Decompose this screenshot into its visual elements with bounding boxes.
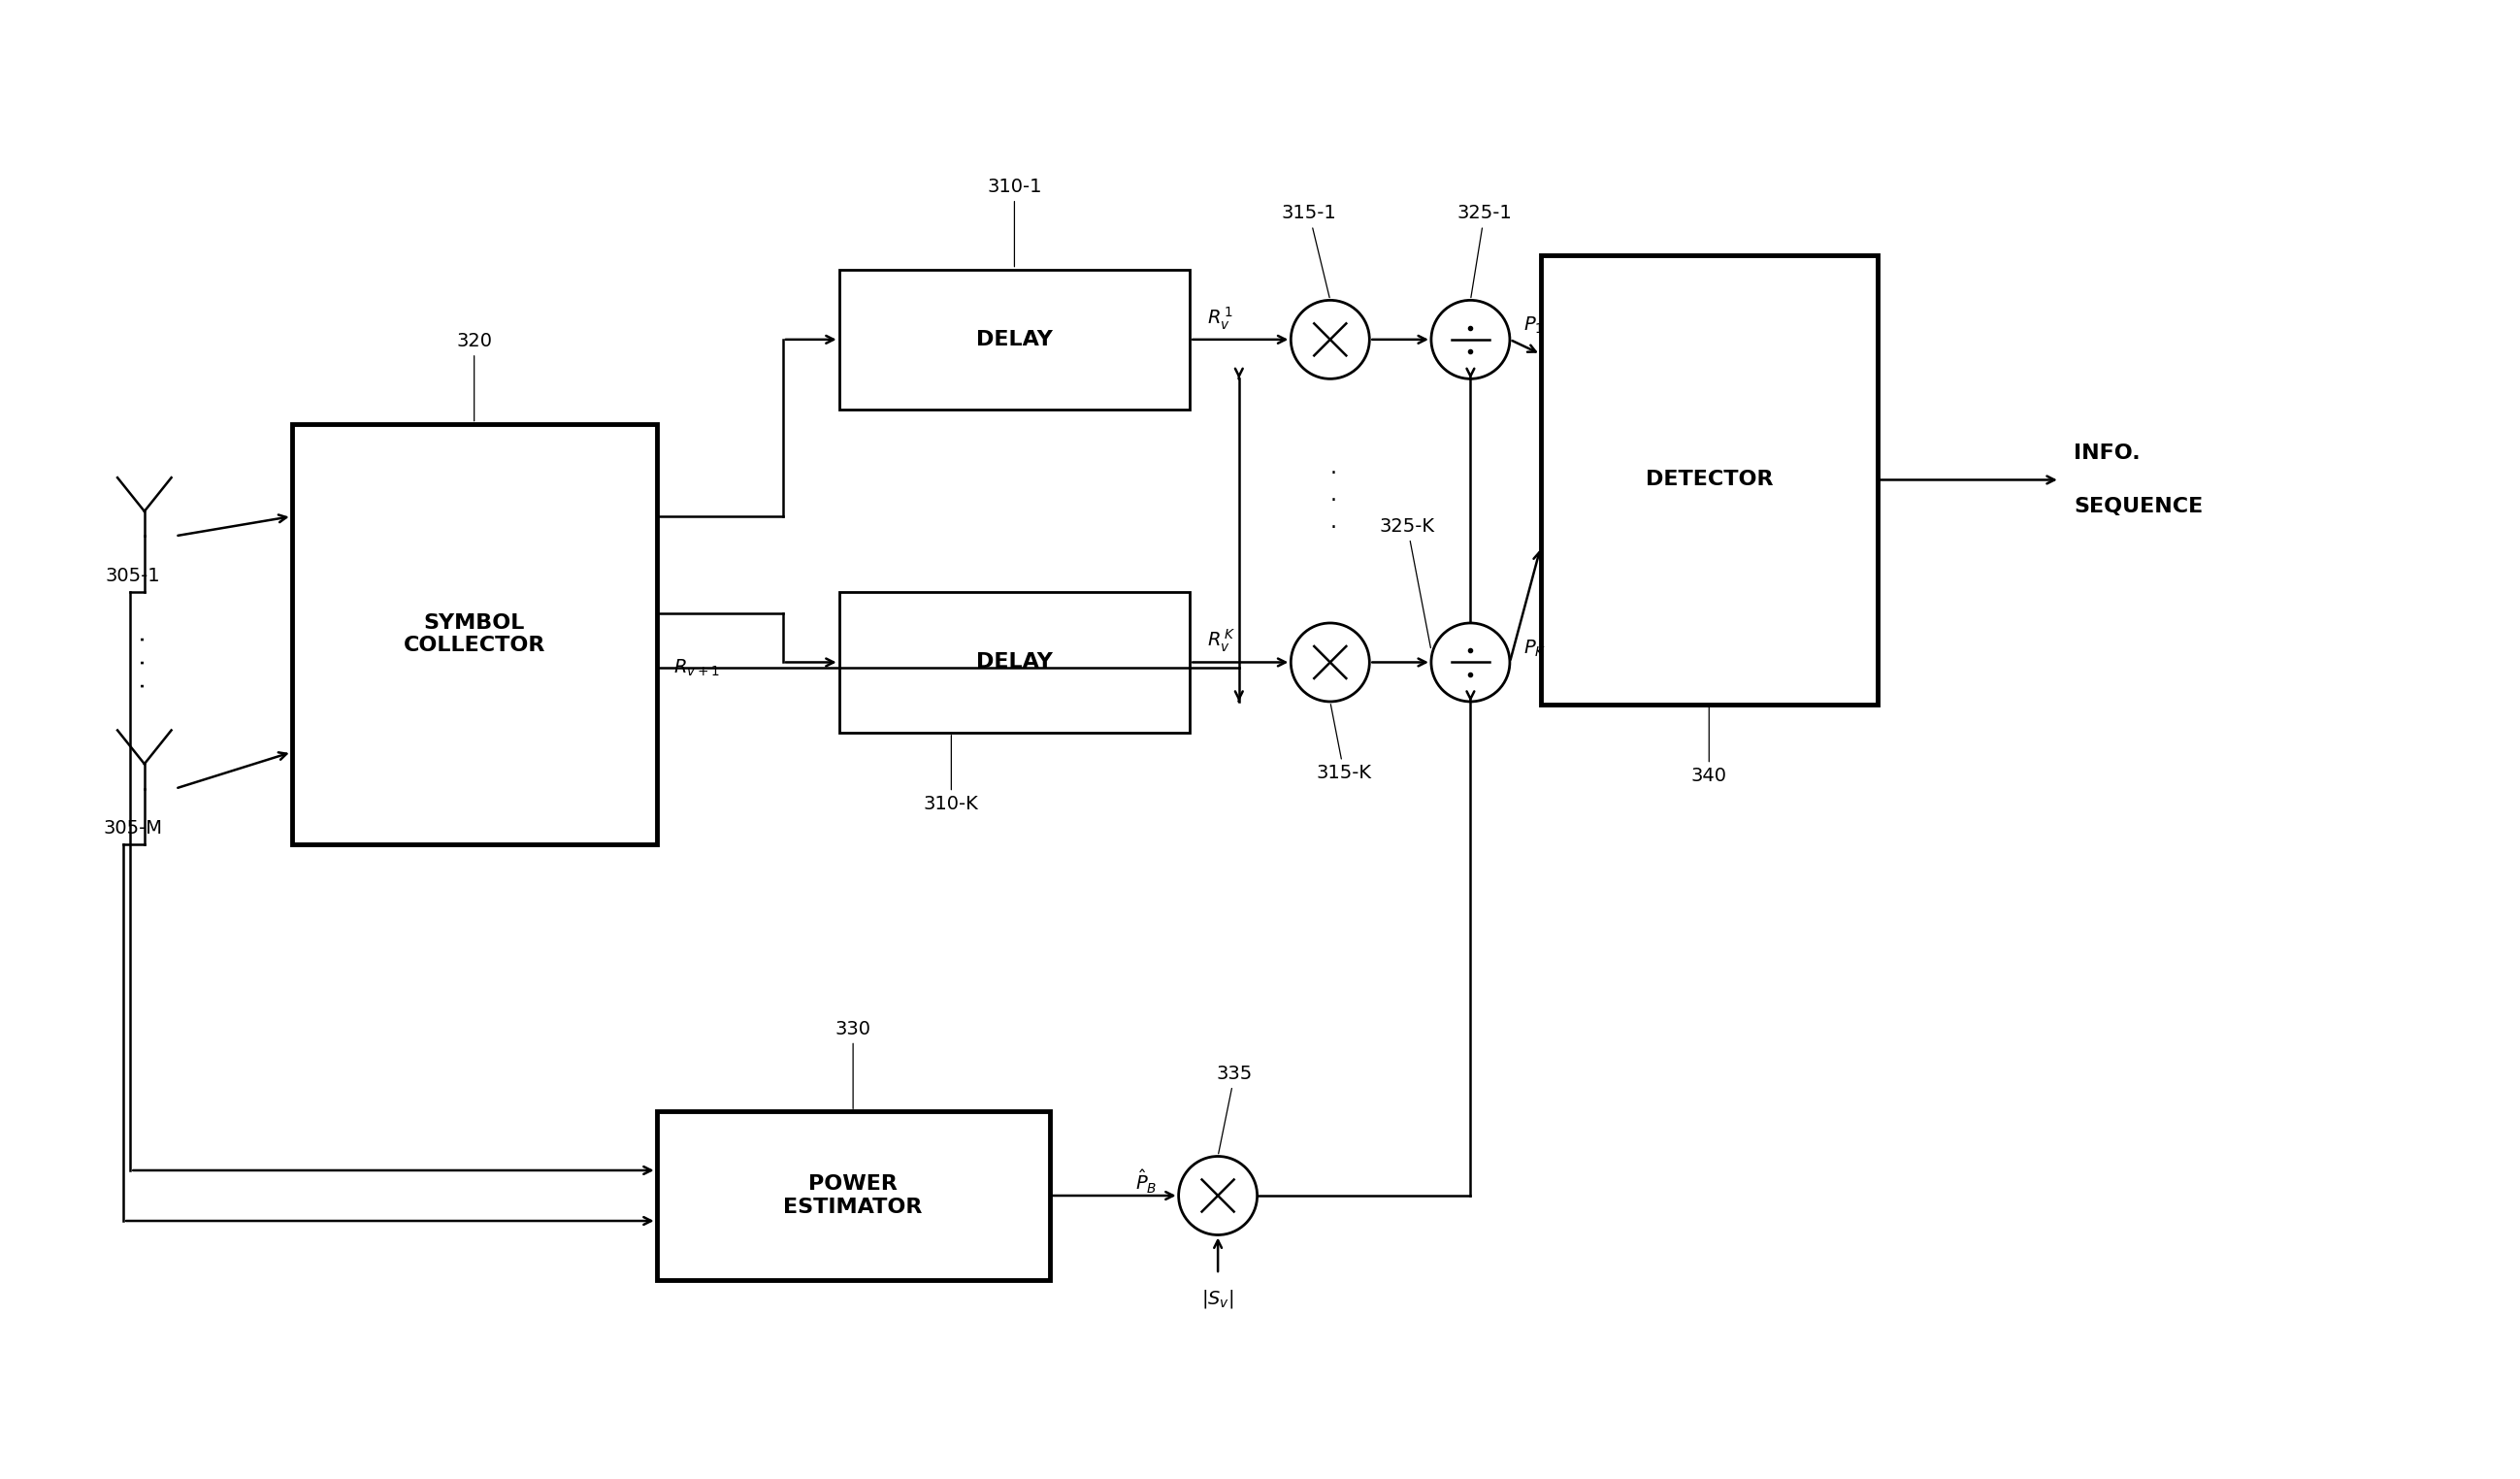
- Text: DELAY: DELAY: [975, 330, 1053, 349]
- Text: SEQUENCE: SEQUENCE: [2074, 497, 2202, 516]
- Text: $R_{v+1}$: $R_{v+1}$: [673, 658, 721, 679]
- Text: 305-M: 305-M: [103, 819, 164, 839]
- FancyBboxPatch shape: [658, 1111, 1048, 1279]
- Text: $P_K$: $P_K$: [1525, 637, 1547, 658]
- Text: 335: 335: [1217, 1065, 1252, 1154]
- Text: $R_v^{\,1}$: $R_v^{\,1}$: [1207, 305, 1232, 331]
- Text: 315-1: 315-1: [1283, 204, 1336, 297]
- Text: SYMBOL
COLLECTOR: SYMBOL COLLECTOR: [403, 614, 544, 655]
- Text: 310-K: 310-K: [925, 735, 978, 813]
- Text: INFO.: INFO.: [2074, 444, 2139, 463]
- Text: ·
·
·: · · ·: [1331, 464, 1336, 538]
- Text: 325-1: 325-1: [1457, 204, 1512, 297]
- Text: $\hat{P}_B$: $\hat{P}_B$: [1137, 1168, 1157, 1195]
- Text: $P_1$: $P_1$: [1525, 315, 1545, 336]
- Text: POWER
ESTIMATOR: POWER ESTIMATOR: [784, 1174, 922, 1217]
- FancyBboxPatch shape: [1540, 256, 1877, 704]
- Circle shape: [1290, 623, 1368, 701]
- Circle shape: [1179, 1157, 1257, 1235]
- FancyBboxPatch shape: [839, 269, 1189, 410]
- Circle shape: [1431, 623, 1509, 701]
- Text: ·  ·  ·: · · ·: [134, 634, 156, 689]
- Text: $R_v^{\,K}$: $R_v^{\,K}$: [1207, 629, 1235, 655]
- Text: 330: 330: [834, 1019, 872, 1109]
- Text: 315-K: 315-K: [1315, 704, 1371, 782]
- Circle shape: [1431, 300, 1509, 379]
- FancyBboxPatch shape: [292, 423, 658, 845]
- Text: $|S_v|$: $|S_v|$: [1202, 1288, 1235, 1310]
- Text: 340: 340: [1691, 707, 1726, 785]
- FancyBboxPatch shape: [839, 592, 1189, 732]
- Text: 325-K: 325-K: [1378, 518, 1434, 648]
- Text: DELAY: DELAY: [975, 652, 1053, 671]
- Text: 320: 320: [456, 331, 491, 422]
- Text: DETECTOR: DETECTOR: [1646, 470, 1774, 490]
- Circle shape: [1290, 300, 1368, 379]
- Text: 305-1: 305-1: [106, 566, 161, 586]
- Text: 310-1: 310-1: [988, 177, 1041, 266]
